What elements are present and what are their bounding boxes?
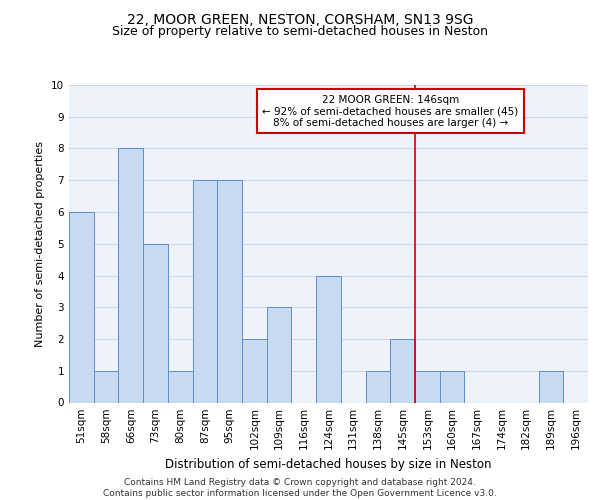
Bar bbox=[193, 180, 217, 402]
Bar bbox=[143, 244, 168, 402]
Bar bbox=[168, 371, 193, 402]
Bar bbox=[390, 339, 415, 402]
Bar bbox=[94, 371, 118, 402]
Text: Contains HM Land Registry data © Crown copyright and database right 2024.
Contai: Contains HM Land Registry data © Crown c… bbox=[103, 478, 497, 498]
Text: 22, MOOR GREEN, NESTON, CORSHAM, SN13 9SG: 22, MOOR GREEN, NESTON, CORSHAM, SN13 9S… bbox=[127, 12, 473, 26]
Bar bbox=[217, 180, 242, 402]
Bar bbox=[539, 371, 563, 402]
Bar bbox=[69, 212, 94, 402]
Bar bbox=[316, 276, 341, 402]
Bar bbox=[415, 371, 440, 402]
Bar bbox=[118, 148, 143, 402]
Y-axis label: Number of semi-detached properties: Number of semi-detached properties bbox=[35, 141, 46, 347]
Bar bbox=[242, 339, 267, 402]
Bar bbox=[267, 307, 292, 402]
Bar bbox=[365, 371, 390, 402]
Text: 22 MOOR GREEN: 146sqm
← 92% of semi-detached houses are smaller (45)
8% of semi-: 22 MOOR GREEN: 146sqm ← 92% of semi-deta… bbox=[262, 94, 518, 128]
Bar bbox=[440, 371, 464, 402]
Text: Size of property relative to semi-detached houses in Neston: Size of property relative to semi-detach… bbox=[112, 25, 488, 38]
X-axis label: Distribution of semi-detached houses by size in Neston: Distribution of semi-detached houses by … bbox=[165, 458, 492, 471]
